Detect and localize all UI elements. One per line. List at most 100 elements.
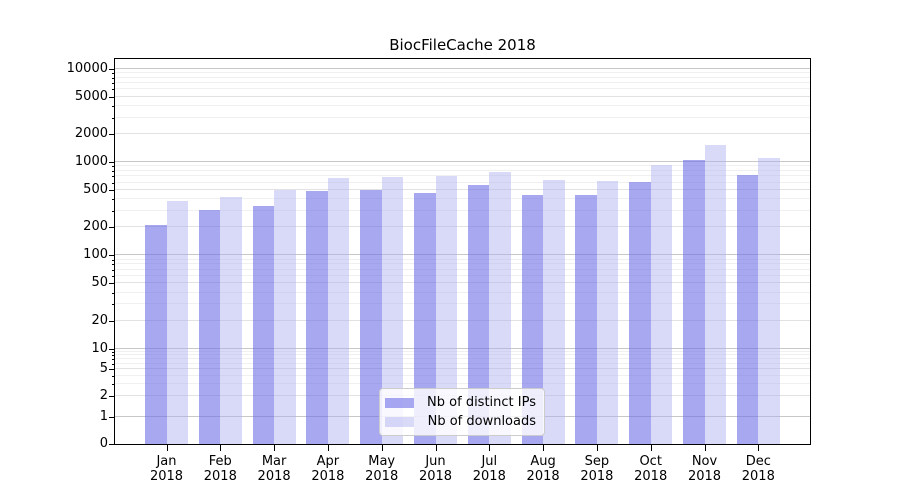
bar-distinct-ips-dec	[736, 174, 759, 444]
y-minor-tick	[112, 363, 115, 365]
y-minor-tick	[112, 384, 115, 386]
x-tick-label-may: May 2018	[365, 454, 399, 484]
y-tick-label: 10	[91, 340, 108, 356]
bar-downloads-dec	[758, 157, 780, 444]
gridline-minor	[115, 291, 810, 293]
gridline-minor	[115, 181, 810, 183]
legend: Nb of distinct IPs Nb of downloads	[379, 388, 545, 436]
x-tick	[327, 445, 329, 451]
legend-label-distinct-ips: Nb of distinct IPs	[427, 395, 536, 410]
gridline-minor	[115, 82, 810, 84]
x-tick	[543, 445, 545, 451]
x-tick	[650, 445, 652, 451]
gridline-minor	[115, 76, 810, 78]
x-tick-label-dec: Dec 2018	[741, 454, 775, 484]
y-tick-label: 100	[83, 247, 108, 263]
plot-area	[114, 58, 811, 445]
legend-swatch-distinct-ips	[385, 397, 414, 408]
bar-distinct-ips-jun	[414, 193, 436, 444]
bar-distinct-ips-feb	[198, 209, 221, 444]
y-tick-label: 50	[91, 275, 108, 291]
y-tick-label: 5	[99, 361, 108, 377]
bar-distinct-ips-jul	[467, 184, 490, 444]
x-tick	[166, 445, 168, 451]
gridline-minor	[115, 263, 810, 265]
bar-distinct-ips-aug	[521, 194, 544, 444]
gridline-major	[115, 67, 810, 69]
y-minor-tick	[112, 199, 115, 201]
x-tick	[704, 445, 706, 451]
y-minor-tick	[112, 355, 115, 357]
gridline	[115, 282, 810, 284]
y-minor-tick	[112, 351, 115, 353]
y-tick	[109, 444, 115, 445]
y-tick-label: 5000	[74, 88, 108, 104]
bar-downloads-nov	[704, 144, 726, 444]
gridline	[115, 368, 810, 370]
y-tick-label: 20	[91, 312, 108, 328]
y-tick	[109, 96, 115, 98]
x-tick-label-jul: Jul 2018	[472, 454, 506, 484]
y-tick	[109, 227, 115, 229]
bar-distinct-ips-oct	[629, 182, 651, 444]
bar-downloads-jun	[435, 176, 457, 444]
bar-downloads-oct	[650, 164, 673, 444]
bar-downloads-aug	[543, 180, 565, 444]
x-tick	[758, 445, 760, 451]
y-minor-tick	[112, 117, 115, 119]
y-minor-tick	[112, 375, 115, 377]
gridline-minor	[115, 362, 810, 364]
x-tick-label-feb: Feb 2018	[203, 454, 237, 484]
x-tick-label-nov: Nov 2018	[687, 454, 722, 484]
y-tick-label: 200	[83, 219, 108, 235]
y-minor-tick	[112, 166, 115, 168]
gridline-minor	[115, 104, 810, 106]
x-tick	[489, 445, 491, 451]
chart-title: BiocFileCache 2018	[389, 36, 536, 54]
legend-item-distinct-ips: Nb of distinct IPs	[385, 395, 536, 410]
y-minor-tick	[112, 89, 115, 91]
x-tick-label-jan: Jan 2018	[149, 454, 184, 484]
y-minor-tick	[112, 359, 115, 361]
gridline-major	[115, 161, 810, 163]
gridline-major	[115, 347, 810, 349]
y-minor-tick	[112, 171, 115, 173]
y-tick	[109, 283, 115, 285]
gridline-minor	[115, 88, 810, 90]
y-minor-tick	[112, 269, 115, 271]
legend-item-downloads: Nb of downloads	[385, 414, 536, 429]
x-tick-label-aug: Aug 2018	[526, 454, 560, 484]
y-tick	[109, 133, 115, 135]
y-minor-tick	[112, 105, 115, 107]
y-minor-tick	[112, 182, 115, 184]
x-tick	[381, 445, 383, 451]
y-tick	[109, 190, 115, 192]
y-minor-tick	[112, 292, 115, 294]
bar-downloads-sep	[596, 180, 619, 444]
gridline	[115, 132, 810, 134]
bar-downloads-jan	[166, 200, 188, 444]
y-tick	[109, 320, 115, 322]
gridline-minor	[115, 354, 810, 356]
gridline-minor	[115, 303, 810, 305]
y-tick-label: 1	[99, 408, 108, 424]
x-tick	[435, 445, 437, 451]
y-minor-tick	[112, 176, 115, 178]
x-tick-label-sep: Sep 2018	[580, 454, 614, 484]
gridline-minor	[115, 175, 810, 177]
y-tick	[109, 416, 115, 418]
gridline-minor	[115, 258, 810, 260]
gridline	[115, 319, 810, 321]
gridline-minor	[115, 275, 810, 277]
bar-downloads-mar	[274, 190, 296, 444]
y-tick-label: 1000	[74, 154, 108, 170]
gridline	[115, 95, 810, 97]
y-tick	[109, 162, 115, 164]
x-tick-label-apr: Apr 2018	[311, 454, 345, 484]
x-tick	[274, 445, 276, 451]
bar-distinct-ips-sep	[575, 195, 597, 444]
gridline-minor	[115, 358, 810, 360]
bar-distinct-ips-apr	[306, 190, 328, 444]
gridline	[115, 189, 810, 191]
